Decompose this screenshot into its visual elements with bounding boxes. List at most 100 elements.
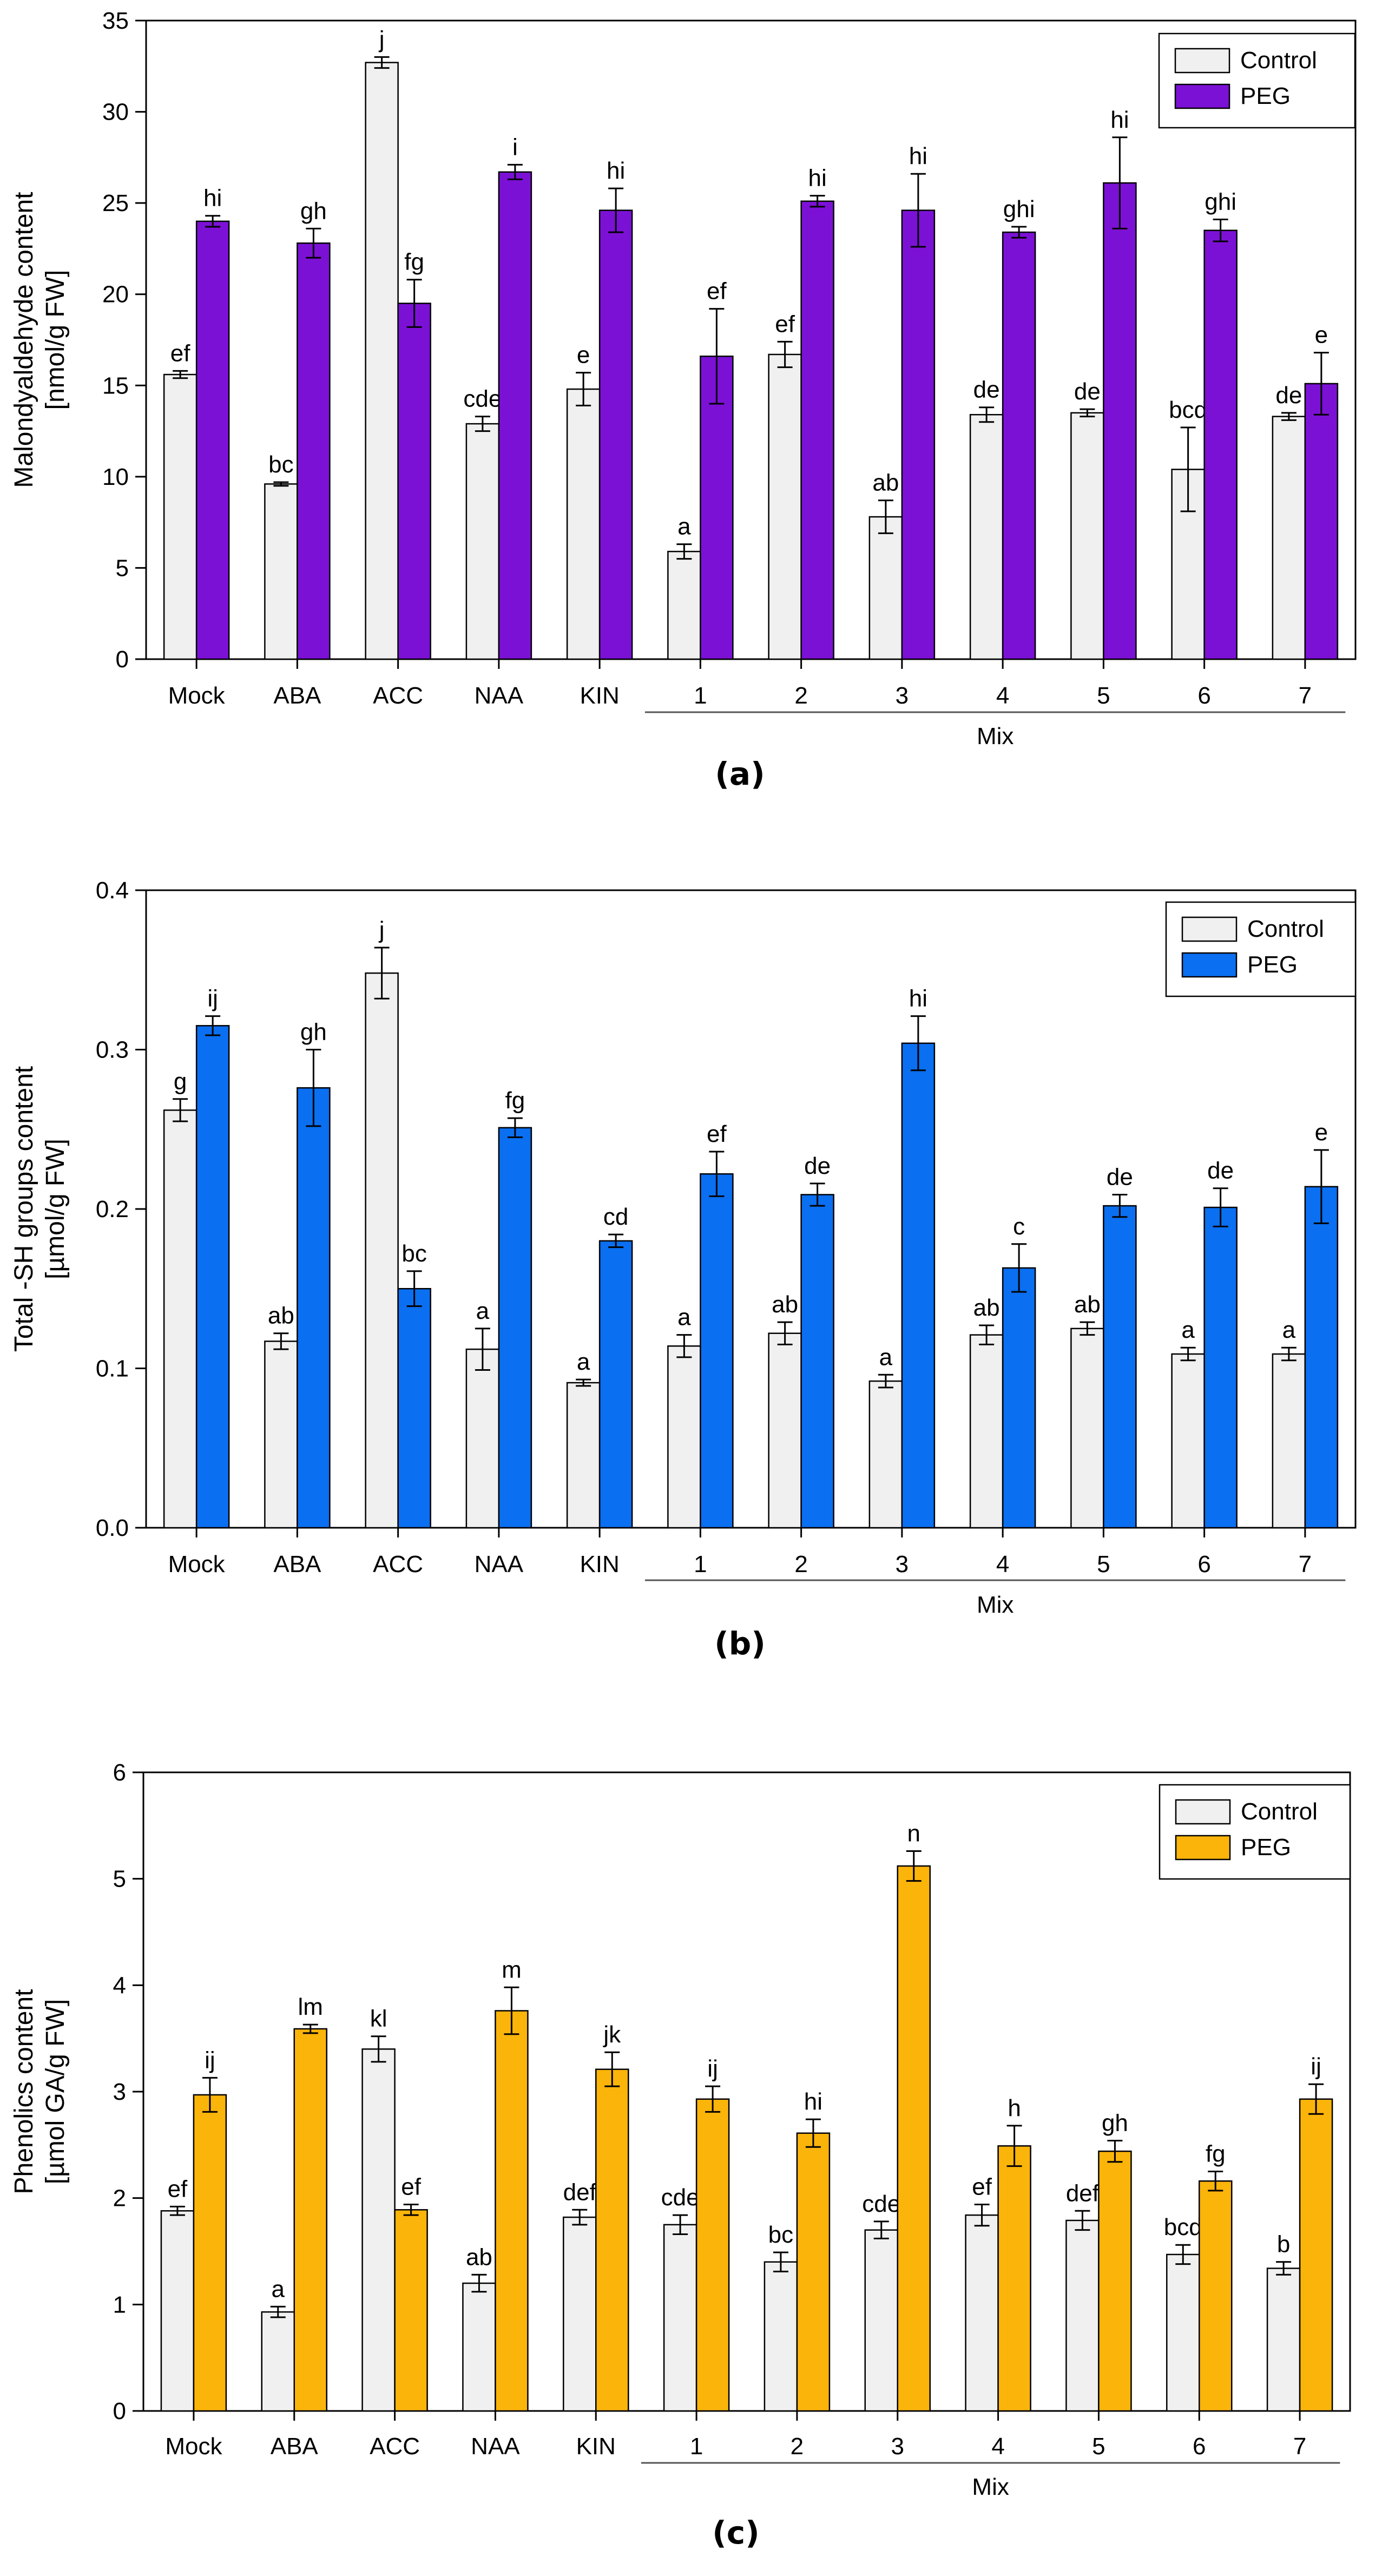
y-tick-label: 20 [102, 281, 129, 308]
bar-peg [1203, 229, 1238, 660]
x-tick-label: Mock [168, 1551, 226, 1578]
legend-label-control: Control [1240, 47, 1317, 74]
bar-control [969, 1334, 1004, 1529]
x-tick-label: NAA [475, 682, 524, 709]
significance-letter: fg [1206, 2141, 1226, 2167]
significance-letter: bc [768, 2222, 793, 2248]
y-tick-label: 0.1 [96, 1356, 129, 1382]
significance-letter: ef [401, 2173, 421, 2200]
significance-letter: e [577, 342, 590, 369]
y-axis-label: [nmol/g FW] [41, 270, 70, 410]
bar-peg [800, 200, 834, 660]
bar-control [764, 2261, 798, 2412]
significance-letter: a [677, 1304, 691, 1331]
significance-letter: n [907, 1821, 920, 1847]
bar-control [264, 483, 298, 660]
bar-control [462, 2282, 496, 2412]
significance-letter: ab [872, 470, 899, 496]
bar-control [261, 2311, 295, 2412]
bar-control [1166, 2253, 1200, 2412]
bar-control [864, 2229, 898, 2412]
plot-frame [145, 19, 1357, 660]
bar-peg [700, 1173, 734, 1529]
significance-letter: de [1207, 1158, 1234, 1184]
bar-peg [901, 1042, 936, 1529]
x-tick-label: 6 [1197, 1551, 1210, 1578]
significance-letter: bcd [1169, 397, 1207, 423]
x-tick-label: NAA [475, 1551, 524, 1578]
bar-control [566, 1382, 601, 1529]
significance-letter: ab [973, 1294, 1000, 1321]
bar-peg [498, 171, 532, 660]
bar-control [1065, 2219, 1100, 2412]
significance-letter: cde [661, 2184, 700, 2211]
significance-letter: ghi [1205, 188, 1236, 215]
y-tick-label: 6 [113, 1759, 126, 1786]
chart-panel-b: 0.0 0.1 0.2 0.3 0.4 Total -SH groups content[… [10, 877, 1357, 1662]
significance-letter: ghi [1003, 196, 1035, 222]
chart-panel-c: 0 1 2 3 4 5 6 Phenolics content [µmol GA/g FW] Mo… [10, 1759, 1351, 2551]
y-tick-label: 1 [113, 2291, 126, 2318]
bar-peg [598, 209, 633, 660]
significance-letter: a [677, 514, 691, 540]
x-tick-label: 5 [1097, 682, 1110, 709]
mix-group-label: Mix [972, 2474, 1009, 2500]
x-tick-label: 5 [1097, 1551, 1110, 1578]
significance-letter: bcd [1164, 2214, 1202, 2240]
x-tick-label: ABA [273, 1551, 321, 1578]
mix-group-label: Mix [977, 723, 1014, 750]
y-tick-label: 3 [113, 2079, 126, 2105]
legend-swatch-peg [1175, 1835, 1231, 1861]
mix-group-label: Mix [977, 1592, 1014, 1618]
y-tick-label: 0.4 [96, 877, 129, 904]
bar-control [1171, 1353, 1205, 1529]
significance-letter: a [476, 1298, 490, 1324]
x-tick-label: 6 [1197, 682, 1210, 709]
bar-peg [1002, 231, 1036, 660]
y-tick-label: 35 [102, 8, 129, 34]
bar-control [163, 373, 198, 660]
bar-peg [997, 2145, 1031, 2412]
significance-letter: hi [1110, 107, 1129, 133]
bar-control [160, 2210, 195, 2412]
significance-letter: b [1277, 2231, 1290, 2258]
bar-peg [1299, 2098, 1333, 2412]
significance-letter: bc [268, 451, 293, 478]
significance-letter: e [1315, 1119, 1328, 1146]
significance-letter: hi [804, 2088, 822, 2115]
significance-letter: hi [203, 185, 222, 212]
significance-letter: ef [775, 311, 795, 337]
bar-control [1266, 2268, 1301, 2412]
significance-letter: a [1181, 1317, 1195, 1343]
bar-control [465, 1348, 500, 1529]
significance-letter: de [804, 1153, 831, 1179]
significance-letter: ab [1074, 1291, 1101, 1318]
x-tick-label: 4 [996, 682, 1009, 709]
bar-peg [297, 242, 331, 660]
x-tick-label: 5 [1092, 2433, 1105, 2460]
bar-control [969, 413, 1004, 660]
bar-control [667, 1345, 701, 1529]
x-tick-label: 1 [694, 682, 707, 709]
bar-peg [695, 2098, 730, 2412]
x-tick-label: KIN [580, 682, 619, 709]
significance-letter: fg [505, 1087, 525, 1114]
bar-peg [598, 1240, 633, 1529]
legend-label-control: Control [1241, 1798, 1318, 1825]
y-tick-label: 0.3 [96, 1037, 129, 1063]
y-tick-label: 0 [113, 2398, 126, 2424]
bar-peg [293, 2028, 327, 2412]
bar-peg [1199, 2180, 1233, 2412]
significance-letter: gh [300, 198, 327, 224]
bar-control [667, 550, 701, 660]
x-tick-label: 1 [694, 1551, 707, 1578]
x-tick-label: 2 [794, 1551, 807, 1578]
significance-letter: hi [808, 165, 827, 192]
significance-letter: ef [707, 1121, 727, 1147]
y-tick-label: 15 [102, 372, 129, 399]
x-tick-label: ACC [373, 1551, 423, 1578]
significance-letter: gh [300, 1019, 327, 1046]
significance-letter: a [577, 1349, 590, 1375]
bar-peg [397, 1288, 431, 1529]
legend-swatch-peg [1181, 952, 1238, 978]
